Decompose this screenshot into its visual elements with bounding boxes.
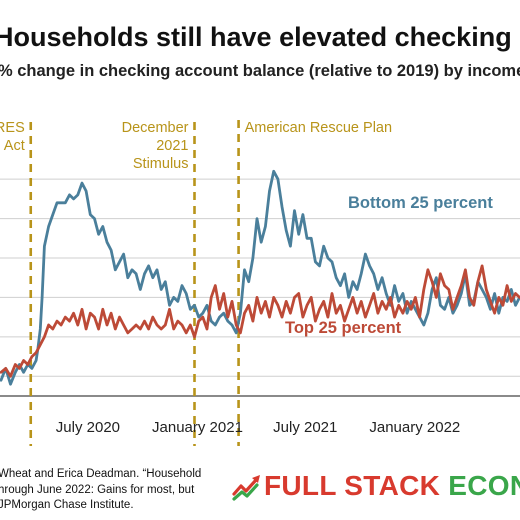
event-label-0-1: Act xyxy=(4,138,25,154)
series-label-0: Bottom 25 percent xyxy=(348,194,493,212)
event-label-1-2: Stimulus xyxy=(133,156,189,172)
x-tick-label-2: July 2021 xyxy=(273,419,337,436)
logo-text-part2: ECONO xyxy=(448,470,520,501)
chart-subtitle: % change in checking account balance (re… xyxy=(0,62,520,80)
logo-text-part1: FULL STACK xyxy=(264,470,449,501)
source-line-3: JPMorgan Chase Institute. xyxy=(0,499,134,511)
series-line-1 xyxy=(0,264,520,378)
x-tick-label-3: January 2022 xyxy=(369,419,460,436)
chart-title: Households still have elevated checking … xyxy=(0,22,520,52)
source-line-2: hrough June 2022: Gains for most, but xyxy=(0,483,195,496)
growth-arrow-icon xyxy=(232,475,260,501)
event-label-1-0: December xyxy=(122,120,189,136)
x-tick-label-1: January 2021 xyxy=(152,419,243,436)
event-label-1-1: 2021 xyxy=(156,138,188,154)
source-line-1: Wheat and Erica Deadman. “Household xyxy=(0,468,202,480)
series-line-0 xyxy=(0,169,520,386)
logo-text: FULL STACK ECONO xyxy=(264,470,520,502)
event-label-2-0: American Rescue Plan xyxy=(245,120,393,136)
series-label-1: Top 25 percent xyxy=(285,319,402,337)
source-note: Wheat and Erica Deadman. “Household hrou… xyxy=(0,467,201,514)
x-tick-label-0: July 2020 xyxy=(56,419,120,436)
event-label-0-0: CARES xyxy=(0,120,25,136)
